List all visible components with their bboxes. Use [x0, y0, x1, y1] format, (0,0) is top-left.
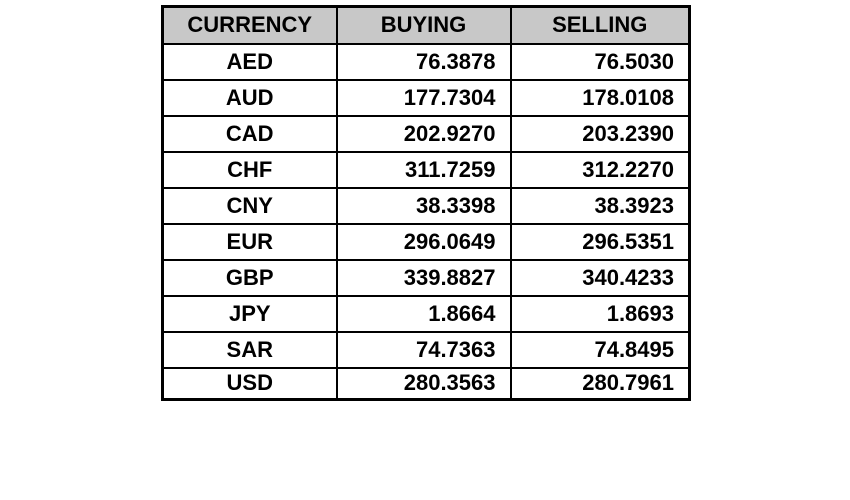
- buying-rate-cell: 311.7259: [335, 150, 512, 189]
- table-row: CNY 38.3398 38.3923: [161, 186, 691, 225]
- buying-rate-cell: 38.3398: [335, 186, 512, 225]
- selling-rate-cell: 76.5030: [509, 42, 691, 81]
- table-row: USD 280.3563 280.7961: [161, 366, 691, 401]
- table-row: AUD 177.7304 178.0108: [161, 78, 691, 117]
- selling-rate-cell: 280.7961: [509, 366, 691, 401]
- table-row: SAR 74.7363 74.8495: [161, 330, 691, 369]
- selling-rate-cell: 74.8495: [509, 330, 691, 369]
- currency-cell: SAR: [161, 330, 338, 369]
- selling-rate-cell: 296.5351: [509, 222, 691, 261]
- table-body: AED 76.3878 76.5030 AUD 177.7304 178.0108 CAD 2…: [161, 42, 691, 401]
- header-buying: BUYING: [335, 5, 512, 45]
- buying-rate-cell: 74.7363: [335, 330, 512, 369]
- currency-cell: USD: [161, 366, 338, 401]
- currency-cell: AED: [161, 42, 338, 81]
- selling-rate-cell: 1.8693: [509, 294, 691, 333]
- buying-rate-cell: 339.8827: [335, 258, 512, 297]
- header-selling: SELLING: [509, 5, 691, 45]
- currency-cell: CNY: [161, 186, 338, 225]
- table-header-row: CURRENCY BUYING SELLING: [161, 5, 691, 45]
- buying-rate-cell: 1.8664: [335, 294, 512, 333]
- header-currency: CURRENCY: [161, 5, 338, 45]
- currency-cell: CAD: [161, 114, 338, 153]
- table-row: GBP 339.8827 340.4233: [161, 258, 691, 297]
- selling-rate-cell: 178.0108: [509, 78, 691, 117]
- buying-rate-cell: 177.7304: [335, 78, 512, 117]
- selling-rate-cell: 312.2270: [509, 150, 691, 189]
- selling-rate-cell: 340.4233: [509, 258, 691, 297]
- currency-cell: JPY: [161, 294, 338, 333]
- buying-rate-cell: 280.3563: [335, 366, 512, 401]
- exchange-rates-table: CURRENCY BUYING SELLING AED 76.3878 76.503…: [161, 5, 691, 401]
- currency-cell: EUR: [161, 222, 338, 261]
- currency-cell: GBP: [161, 258, 338, 297]
- table-row: CAD 202.9270 203.2390: [161, 114, 691, 153]
- buying-rate-cell: 202.9270: [335, 114, 512, 153]
- currency-cell: CHF: [161, 150, 338, 189]
- buying-rate-cell: 76.3878: [335, 42, 512, 81]
- table-row: AED 76.3878 76.5030: [161, 42, 691, 81]
- table-row: EUR 296.0649 296.5351: [161, 222, 691, 261]
- table-row: CHF 311.7259 312.2270: [161, 150, 691, 189]
- buying-rate-cell: 296.0649: [335, 222, 512, 261]
- selling-rate-cell: 38.3923: [509, 186, 691, 225]
- selling-rate-cell: 203.2390: [509, 114, 691, 153]
- table-row: JPY 1.8664 1.8693: [161, 294, 691, 333]
- currency-cell: AUD: [161, 78, 338, 117]
